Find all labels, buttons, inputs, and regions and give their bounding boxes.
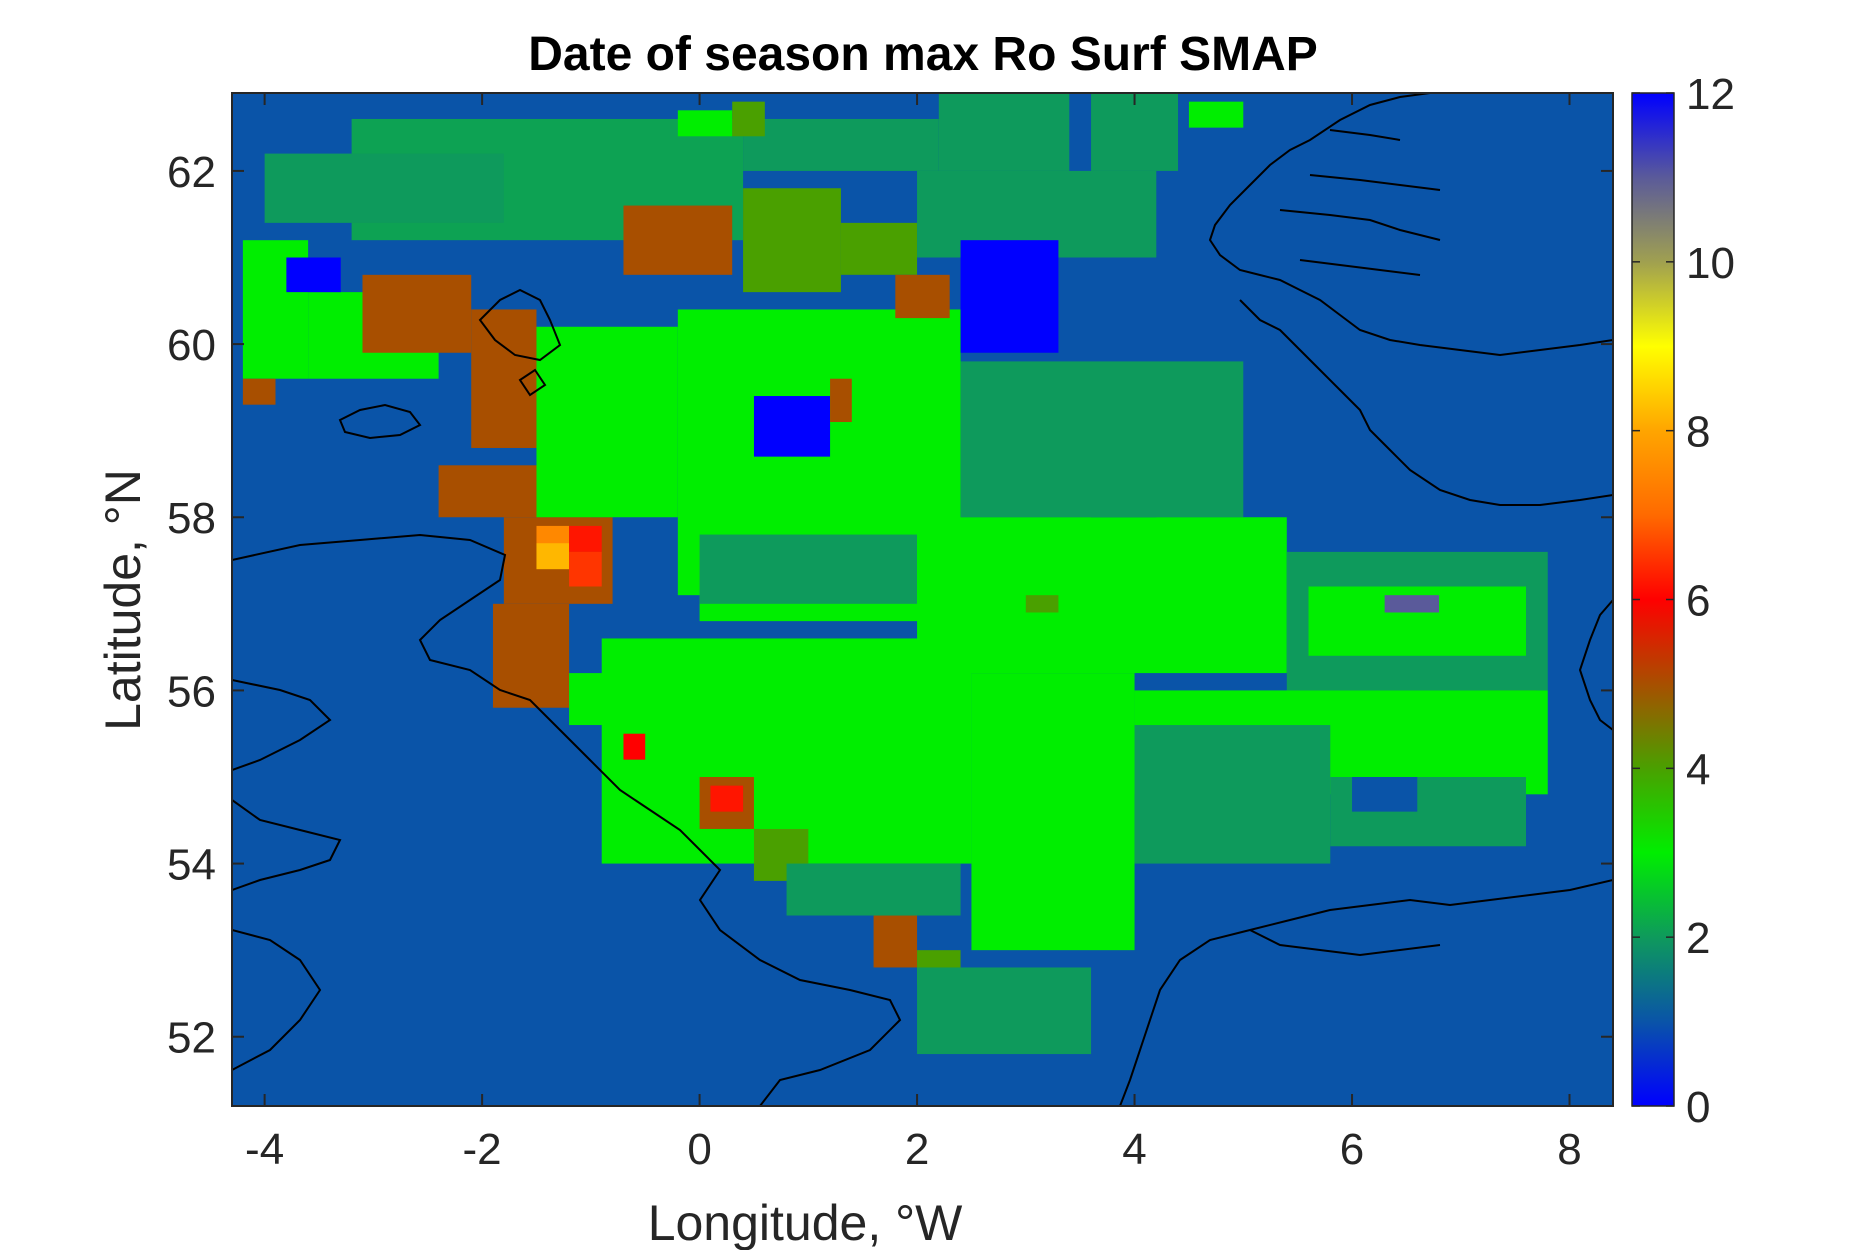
heatmap-cell [1134,725,1331,864]
heatmap-cell [699,534,918,604]
heatmap-cell [743,118,939,171]
heatmap-cell [710,785,744,812]
y-tick-label: 56 [167,667,216,716]
heatmap-cell [1352,776,1418,812]
colorbar-tick-label: 10 [1686,239,1735,288]
colorbar-tick-label: 8 [1686,408,1710,457]
heatmap-cells [242,93,1548,1055]
heatmap-cell [743,188,841,293]
heatmap-cell [917,967,1092,1055]
y-tick-label: 62 [167,148,216,197]
chart-title: Date of season max Ro Surf SMAP [528,28,1318,81]
x-tick-label: -4 [245,1125,284,1174]
heatmap-cell [242,378,276,405]
heatmap-cell [286,257,341,293]
heatmap-cell [623,733,646,760]
x-axis: -4 -2 0 2 4 6 8 [245,93,1582,1174]
heatmap-cell [569,551,602,587]
y-tick-label: 58 [167,494,216,543]
heatmap-cell [960,240,1059,353]
heatmap-cell [536,326,678,518]
y-axis: 52 54 56 58 60 62 [167,148,1613,1063]
coastlines [232,93,1613,1106]
x-tick-label: -2 [463,1125,502,1174]
y-tick-label: 52 [167,1014,216,1063]
heatmap-cell [786,863,961,916]
heatmap-cell [362,274,472,353]
y-tick-label: 54 [167,841,216,890]
plot-frame [231,92,1614,1107]
heatmap-cell [830,378,852,423]
colorbar-tick-label: 6 [1686,577,1710,626]
heatmap-cell [840,222,918,275]
x-tick-label: 4 [1122,1125,1146,1174]
colorbar-tick-label: 2 [1686,914,1710,963]
heatmap-cell [895,274,950,319]
heatmap-cell [732,101,765,137]
colorbar-ticks: 0 2 4 6 8 10 12 [1632,70,1735,1132]
heatmap-cell [1188,101,1244,128]
heatmap-cell [623,205,733,275]
colorbar-tick-label: 4 [1686,745,1710,794]
heatmap-cell [536,543,570,570]
x-tick-label: 6 [1340,1125,1364,1174]
heatmap-cell [753,396,831,457]
heatmap-cell [960,361,1244,518]
heatmap-cell [471,309,537,448]
x-tick-label: 8 [1557,1125,1581,1174]
heatmap-cell [938,93,1070,171]
heatmap-cell [1384,595,1440,613]
heatmap-cell [569,525,602,552]
x-tick-label: 2 [905,1125,929,1174]
heatmap-cell [677,110,733,137]
y-axis-label: Latitude, °N [95,469,151,731]
heatmap-cell [873,915,918,968]
colorbar-tick-label: 0 [1686,1083,1710,1132]
heatmap-cell [971,673,1135,951]
heatmap-cell [1025,595,1059,613]
heatmap-cell [917,517,1287,674]
heatmap-cell [492,603,570,708]
x-axis-label: Longitude, °W [648,1195,963,1250]
heatmap-cell [264,153,504,223]
colorbar-tick-label: 12 [1686,70,1735,119]
heatmap-cell [1091,93,1179,171]
y-tick-label: 60 [167,321,216,370]
heatmap-cell [601,638,972,864]
x-tick-label: 0 [687,1125,711,1174]
